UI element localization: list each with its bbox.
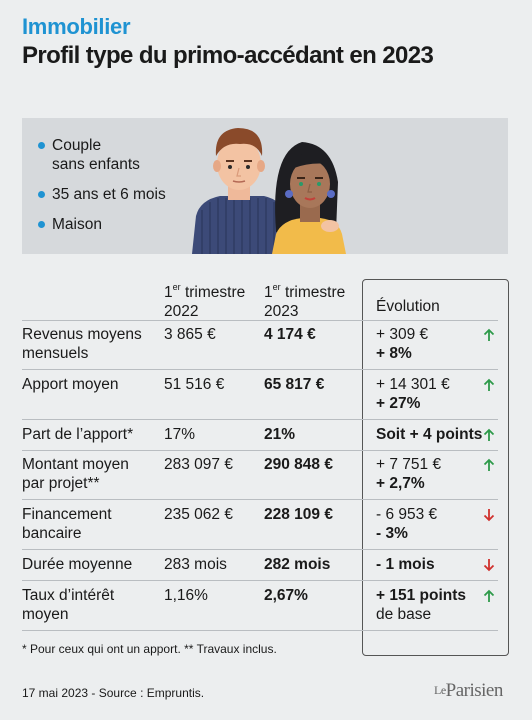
evolution-cell: - 6 953 € - 3% (376, 505, 437, 543)
row-divider (22, 549, 498, 550)
column-header-evolution: Évolution (376, 298, 440, 315)
logo-small: Le (434, 683, 446, 697)
kicker: Immobilier (22, 14, 131, 39)
profile-list: Couple sans enfants 35 ans et 6 mois Mai… (38, 136, 166, 245)
arrow-up-icon (483, 458, 495, 471)
header-line1: trimestre (280, 284, 346, 301)
evolution-cell: - 1 mois (376, 556, 435, 573)
bullet-icon (38, 142, 45, 149)
row-divider (22, 450, 498, 451)
profile-item-text: Maison (52, 216, 102, 233)
evolution-cell: + 309 € + 8% (376, 325, 428, 363)
profile-item-text: Couple sans enfants (52, 137, 140, 173)
evolution-percent: - 3% (376, 525, 408, 542)
evolution-percent: + 8% (376, 345, 412, 362)
header-prefix: 1 (264, 284, 273, 301)
row-label: Financement bancaire (22, 506, 112, 542)
row-divider (22, 580, 498, 581)
evolution-cell: + 14 301 € + 27% (376, 375, 450, 413)
arrow-down-icon (483, 509, 495, 522)
value-2023: 290 848 € (264, 456, 333, 473)
value-2022: 17% (164, 426, 196, 443)
profile-item: 35 ans et 6 mois (38, 185, 166, 204)
evolution-amount: + 7 751 € (376, 456, 442, 473)
profile-item: Couple sans enfants (38, 136, 166, 174)
column-header-2022: 1er trimestre 2022 (164, 278, 245, 321)
source-line: 17 mai 2023 - Source : Empruntis. (22, 686, 205, 700)
row-divider (22, 320, 498, 321)
row-divider (22, 419, 498, 420)
evolution-amount: + 309 € (376, 326, 429, 343)
header-line2: 2023 (264, 303, 299, 320)
profile-box: Couple sans enfants 35 ans et 6 mois Mai… (22, 118, 508, 254)
value-2022: 235 062 € (164, 506, 233, 523)
header-line1: trimestre (180, 284, 246, 301)
value-2023: 282 mois (264, 556, 331, 573)
column-header-2023: 1er trimestre 2023 (264, 278, 345, 321)
value-2022: 283 097 € (164, 456, 233, 473)
value-2023: 228 109 € (264, 506, 333, 523)
evolution-percent: + 27% (376, 395, 421, 412)
row-label: Part de l’apport* (22, 426, 134, 443)
profile-item: Maison (38, 215, 166, 234)
arrow-up-icon (483, 428, 495, 441)
value-2022: 3 865 € (164, 326, 216, 343)
evolution-amount: - 6 953 € (376, 506, 438, 523)
row-label: Taux d’intérêt moyen (22, 587, 115, 623)
value-2022: 51 516 € (164, 376, 225, 393)
evolution-percent: + 2,7% (376, 475, 425, 492)
bullet-icon (38, 191, 45, 198)
row-label: Apport moyen (22, 376, 119, 393)
row-label: Durée moyenne (22, 556, 133, 573)
value-2023: 2,67% (264, 587, 308, 604)
row-divider (22, 499, 498, 500)
evolution-cell: + 151 points de base (376, 586, 466, 624)
header-line2: 2022 (164, 303, 199, 320)
arrow-up-icon (483, 328, 495, 341)
value-2023: 21% (264, 426, 296, 443)
arrow-up-icon (483, 378, 495, 391)
value-2022: 1,16% (164, 587, 208, 604)
row-divider (22, 369, 498, 370)
header-sup: er (172, 282, 181, 292)
evolution-amount: + 151 points (376, 587, 467, 604)
bullet-icon (38, 221, 45, 228)
arrow-down-icon (483, 559, 495, 572)
evolution-cell: + 7 751 € + 2,7% (376, 455, 441, 493)
footnote: * Pour ceux qui ont un apport. ** Travau… (22, 642, 277, 656)
row-label: Revenus moyens mensuels (22, 326, 142, 362)
row-divider (22, 630, 498, 631)
header-sup: er (272, 282, 281, 292)
row-label: Montant moyen par projet** (22, 456, 129, 492)
couple-illustration (192, 128, 346, 254)
profile-item-text: 35 ans et 6 mois (52, 186, 166, 203)
header-prefix: 1 (164, 284, 173, 301)
logo-big: Parisien (445, 680, 504, 701)
page-title: Profil type du primo-accédant en 2023 (22, 42, 434, 69)
value-2022: 283 mois (164, 556, 227, 573)
evolution-cell: Soit + 4 points (376, 426, 483, 443)
evolution-box (362, 279, 509, 656)
value-2023: 65 817 € (264, 376, 325, 393)
evolution-unit: de base (376, 606, 432, 623)
le-parisien-logo: LeParisien (434, 680, 503, 702)
value-2023: 4 174 € (264, 326, 316, 343)
arrow-up-icon (483, 589, 495, 602)
evolution-amount: + 14 301 € (376, 376, 450, 393)
